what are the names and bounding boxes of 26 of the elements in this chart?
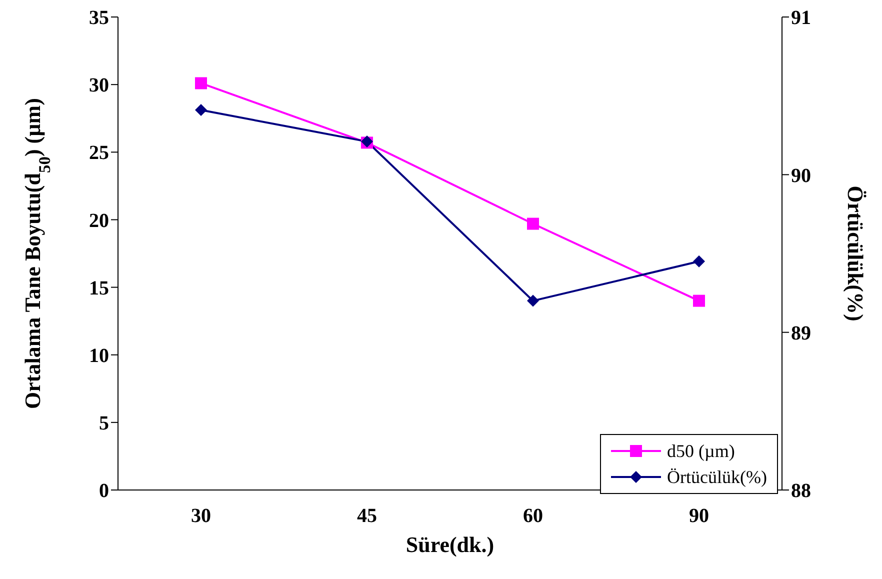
x-axis-title: Süre(dk.) bbox=[406, 532, 494, 557]
point bbox=[195, 77, 207, 90]
y-tick-label: 20 bbox=[89, 210, 109, 232]
x-tick-label: 45 bbox=[357, 505, 377, 528]
y-tick-label: 35 bbox=[89, 7, 109, 30]
y2-tick-label: 89 bbox=[791, 322, 811, 344]
y2-axis-title: Örtücülük(%) bbox=[843, 186, 868, 322]
point bbox=[195, 104, 207, 116]
y-tick-label: 25 bbox=[89, 142, 109, 164]
y-tick-label: 10 bbox=[89, 344, 109, 367]
y-tick-label: 5 bbox=[99, 412, 109, 435]
point bbox=[693, 255, 705, 268]
x-tick-label: 30 bbox=[191, 505, 211, 528]
x-tick-label: 60 bbox=[523, 505, 543, 528]
y-tick-label: 15 bbox=[89, 277, 109, 300]
legend-label: Örtücülük(%) bbox=[667, 466, 767, 489]
point bbox=[527, 218, 539, 230]
y2-tick-label: 91 bbox=[791, 7, 811, 30]
legend-label: d50 (µm) bbox=[667, 440, 735, 463]
y-tick-label: 30 bbox=[89, 74, 109, 97]
point bbox=[527, 294, 539, 307]
y2-tick-label: 88 bbox=[791, 480, 811, 502]
y2-tick-label: 90 bbox=[791, 164, 811, 187]
x-tick-label: 90 bbox=[689, 505, 709, 528]
point bbox=[693, 294, 705, 307]
y-tick-label: 0 bbox=[99, 480, 109, 502]
